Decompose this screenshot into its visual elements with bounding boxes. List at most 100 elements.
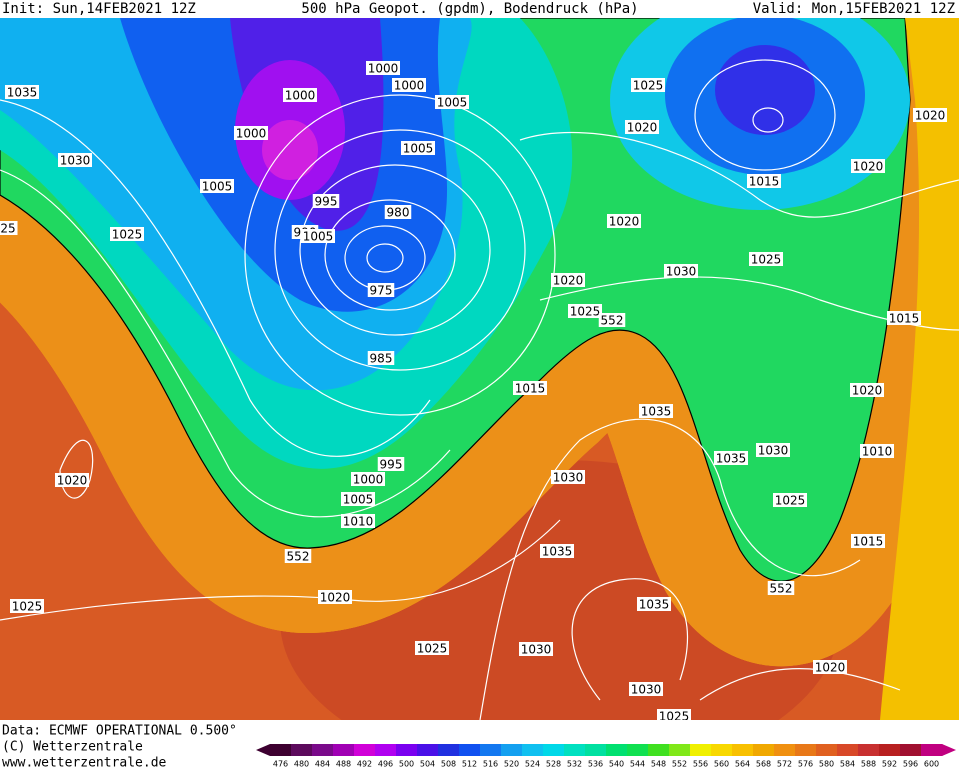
isobar-label: 1010	[862, 445, 893, 459]
colorbar-label: 548	[651, 760, 666, 769]
colorbar-label: 504	[420, 760, 435, 769]
isobar-label: 1020	[57, 474, 88, 488]
east-yellow	[880, 18, 959, 720]
isobar-label: 1030	[631, 683, 662, 697]
isobar-label-bg	[318, 590, 352, 604]
colorbar-swatch	[774, 744, 796, 756]
valid-time: Valid: Mon,15FEB2021 12Z	[753, 1, 955, 17]
colorbar-label: 568	[756, 760, 771, 769]
colorbar-swatch	[858, 744, 880, 756]
colorbar-label: 488	[336, 760, 351, 769]
isobar-label-bg	[284, 549, 312, 563]
isobar-label: 1025	[570, 305, 601, 319]
colorbar-swatch	[291, 744, 313, 756]
header-bar	[0, 0, 959, 18]
init-time: Init: Sun,14FEB2021 12Z	[2, 1, 196, 17]
colorbar-swatch	[711, 744, 733, 756]
isobar-label-bg	[55, 473, 89, 487]
colorbar-label: 476	[273, 760, 288, 769]
colorbar-swatch	[543, 744, 565, 756]
isobar-label-bg	[341, 514, 375, 528]
colorbar-swatch	[921, 744, 943, 756]
isobar-label-bg	[435, 95, 469, 109]
isobar-label-bg	[519, 642, 553, 656]
colorbar-label: 508	[441, 760, 456, 769]
colorbar-label: 572	[777, 760, 792, 769]
isobar-label-bg	[629, 682, 663, 696]
isobar-label-bg	[367, 351, 395, 365]
colorbar-swatch	[648, 744, 670, 756]
isobar-label-bg	[637, 597, 671, 611]
colorbar-label: 524	[525, 760, 540, 769]
isobar-label-bg	[913, 108, 947, 122]
colorbar-label: 560	[714, 760, 729, 769]
isobar-label-bg	[110, 227, 144, 241]
isobar-label: 1000	[285, 89, 316, 103]
colorbar-swatch	[312, 744, 334, 756]
colorbar-swatch	[396, 744, 418, 756]
isobar-label: 1025	[112, 228, 143, 242]
colorbar-swatch	[564, 744, 586, 756]
isobar-label-bg	[551, 273, 585, 287]
isobar-label-bg	[415, 641, 449, 655]
colorbar-swatch	[333, 744, 355, 756]
isobar-label: 1035	[716, 452, 747, 466]
magenta-core	[262, 120, 318, 180]
colorbar-swatch	[480, 744, 502, 756]
colorbar-swatch	[816, 744, 838, 756]
isobar-label: 1025	[12, 600, 43, 614]
copyright: (C) Wetterzentrale	[2, 740, 143, 755]
isobar-label: 1015	[889, 312, 920, 326]
isobar-label: 1000	[353, 473, 384, 487]
isobar-label: 1020	[852, 384, 883, 398]
isobar-label: 995	[380, 458, 403, 472]
isobar-label-bg	[367, 283, 395, 297]
isobar-label: 1035	[542, 545, 573, 559]
isobar-label-bg	[341, 492, 375, 506]
isobar-label: 552	[770, 582, 793, 596]
colorbar-label: 528	[546, 760, 561, 769]
isobar-label-bg	[200, 179, 234, 193]
isobar-label: 1035	[641, 405, 672, 419]
isobar-label: 1025	[775, 494, 806, 508]
isobar-label: 1000	[368, 62, 399, 76]
isobar-label: 1020	[915, 109, 946, 123]
isobar-label-bg	[312, 194, 340, 208]
isobar-label: 995	[315, 195, 338, 209]
colorbar-label: 496	[378, 760, 393, 769]
isobar-label-bg	[773, 493, 807, 507]
isobar-label: 1005	[202, 180, 233, 194]
isobar-label-bg	[657, 709, 691, 720]
isobar-label-bg	[513, 381, 547, 395]
isobar-label-bg	[5, 85, 39, 99]
isobar-label: 552	[287, 550, 310, 564]
colorbar-label: 576	[798, 760, 813, 769]
colorbar-label: 600	[924, 760, 939, 769]
isobar-label: 1020	[815, 661, 846, 675]
isobar-label: 1030	[666, 265, 697, 279]
isobar-label-bg	[301, 229, 335, 243]
colorbar-swatch	[900, 744, 922, 756]
isobar-label: 1015	[749, 175, 780, 189]
isobar-label-bg	[813, 660, 847, 674]
isobar-label: 1035	[639, 598, 670, 612]
isobar-labels: 1035 1030 1025 1005 1000 1000 1000 1000 1005 1005…	[0, 61, 947, 720]
isobar-label-bg	[756, 443, 790, 457]
colorbar-label: 480	[294, 760, 309, 769]
isobar-label: 1000	[394, 79, 425, 93]
colorbar-label: 516	[483, 760, 498, 769]
colorbar-label: 500	[399, 760, 414, 769]
isobar-label-bg	[598, 313, 626, 327]
isobar-label-bg	[767, 581, 795, 595]
colorbar-swatch	[522, 744, 544, 756]
isobar-label-bg	[714, 451, 748, 465]
isobar-label-bg	[0, 221, 18, 235]
colorbar-swatch	[753, 744, 775, 756]
isobar-label-bg	[851, 534, 885, 548]
colorbar-swatch	[669, 744, 691, 756]
isobar-label-bg	[860, 444, 894, 458]
isobar-label: 1030	[553, 471, 584, 485]
colorbar-label: 564	[735, 760, 750, 769]
